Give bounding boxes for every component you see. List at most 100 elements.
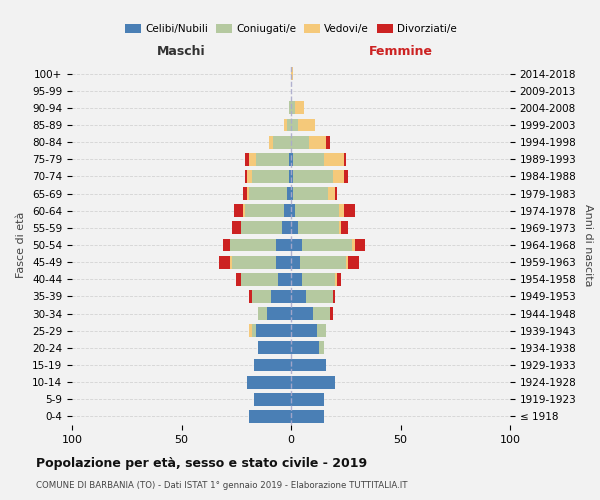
Bar bbox=[250, 153, 256, 166]
Text: COMUNE DI BARBANIA (TO) - Dati ISTAT 1° gennaio 2019 - Elaborazione TUTTITALIA.I: COMUNE DI BARBANIA (TO) - Dati ISTAT 1° … bbox=[36, 481, 407, 490]
Bar bbox=[284, 204, 291, 217]
Text: Popolazione per età, sesso e stato civile - 2019: Popolazione per età, sesso e stato civil… bbox=[36, 458, 367, 470]
Bar bbox=[234, 204, 243, 217]
Bar bbox=[251, 170, 289, 183]
Bar bbox=[269, 136, 274, 148]
Bar bbox=[291, 204, 295, 217]
Bar bbox=[250, 410, 291, 423]
Bar bbox=[241, 222, 282, 234]
Bar bbox=[346, 256, 348, 268]
Y-axis label: Anni di nascita: Anni di nascita bbox=[583, 204, 593, 286]
Bar bbox=[245, 170, 247, 183]
Bar bbox=[275, 238, 291, 252]
Bar bbox=[291, 153, 293, 166]
Bar bbox=[308, 136, 326, 148]
Bar bbox=[230, 256, 232, 268]
Bar bbox=[278, 273, 291, 285]
Bar bbox=[291, 376, 335, 388]
Bar bbox=[295, 204, 339, 217]
Bar bbox=[289, 170, 291, 183]
Bar bbox=[254, 358, 291, 372]
Bar bbox=[291, 67, 293, 80]
Bar bbox=[232, 222, 241, 234]
Bar bbox=[307, 290, 332, 303]
Bar bbox=[291, 102, 295, 114]
Bar bbox=[339, 204, 344, 217]
Bar bbox=[302, 273, 335, 285]
Bar bbox=[331, 307, 332, 320]
Bar bbox=[317, 324, 326, 337]
Bar bbox=[324, 153, 344, 166]
Text: Femmine: Femmine bbox=[368, 45, 433, 58]
Bar bbox=[282, 222, 291, 234]
Bar bbox=[254, 393, 291, 406]
Legend: Celibi/Nubili, Coniugati/e, Vedovi/e, Divorziati/e: Celibi/Nubili, Coniugati/e, Vedovi/e, Di… bbox=[121, 20, 461, 38]
Bar bbox=[313, 307, 331, 320]
Bar bbox=[243, 187, 247, 200]
Bar bbox=[328, 187, 335, 200]
Bar bbox=[293, 153, 324, 166]
Bar bbox=[291, 393, 324, 406]
Y-axis label: Fasce di età: Fasce di età bbox=[16, 212, 26, 278]
Bar bbox=[223, 238, 230, 252]
Bar bbox=[300, 256, 346, 268]
Bar bbox=[284, 118, 287, 132]
Bar bbox=[275, 256, 291, 268]
Bar bbox=[247, 376, 291, 388]
Bar bbox=[245, 153, 250, 166]
Bar bbox=[247, 170, 251, 183]
Bar bbox=[302, 238, 352, 252]
Bar bbox=[291, 273, 302, 285]
Bar bbox=[291, 410, 324, 423]
Bar bbox=[348, 256, 359, 268]
Bar bbox=[291, 118, 298, 132]
Bar bbox=[332, 170, 344, 183]
Bar bbox=[256, 324, 291, 337]
Bar bbox=[267, 307, 291, 320]
Bar bbox=[291, 238, 302, 252]
Bar bbox=[219, 256, 230, 268]
Bar bbox=[335, 273, 337, 285]
Bar bbox=[230, 238, 275, 252]
Bar bbox=[332, 290, 335, 303]
Bar bbox=[271, 290, 291, 303]
Bar bbox=[258, 307, 267, 320]
Bar bbox=[291, 136, 308, 148]
Bar bbox=[287, 118, 291, 132]
Bar bbox=[250, 290, 251, 303]
Bar bbox=[291, 324, 317, 337]
Bar bbox=[355, 238, 365, 252]
Bar bbox=[245, 204, 284, 217]
Bar bbox=[289, 153, 291, 166]
Bar bbox=[251, 290, 271, 303]
Bar bbox=[291, 290, 307, 303]
Bar bbox=[232, 256, 275, 268]
Bar bbox=[274, 136, 291, 148]
Bar bbox=[243, 204, 245, 217]
Bar bbox=[298, 118, 315, 132]
Bar bbox=[291, 342, 319, 354]
Bar bbox=[293, 187, 328, 200]
Bar bbox=[293, 170, 332, 183]
Bar bbox=[251, 324, 256, 337]
Bar bbox=[291, 307, 313, 320]
Bar bbox=[291, 358, 326, 372]
Bar bbox=[291, 256, 300, 268]
Bar bbox=[250, 324, 251, 337]
Bar bbox=[335, 187, 337, 200]
Bar bbox=[344, 153, 346, 166]
Text: Maschi: Maschi bbox=[157, 45, 206, 58]
Bar bbox=[291, 187, 293, 200]
Bar bbox=[319, 342, 324, 354]
Bar bbox=[287, 187, 291, 200]
Bar bbox=[352, 238, 355, 252]
Bar bbox=[236, 273, 241, 285]
Bar bbox=[247, 187, 250, 200]
Bar bbox=[344, 204, 355, 217]
Bar bbox=[256, 153, 289, 166]
Bar bbox=[339, 222, 341, 234]
Bar bbox=[241, 273, 278, 285]
Bar bbox=[337, 273, 341, 285]
Bar bbox=[250, 187, 287, 200]
Bar bbox=[298, 222, 339, 234]
